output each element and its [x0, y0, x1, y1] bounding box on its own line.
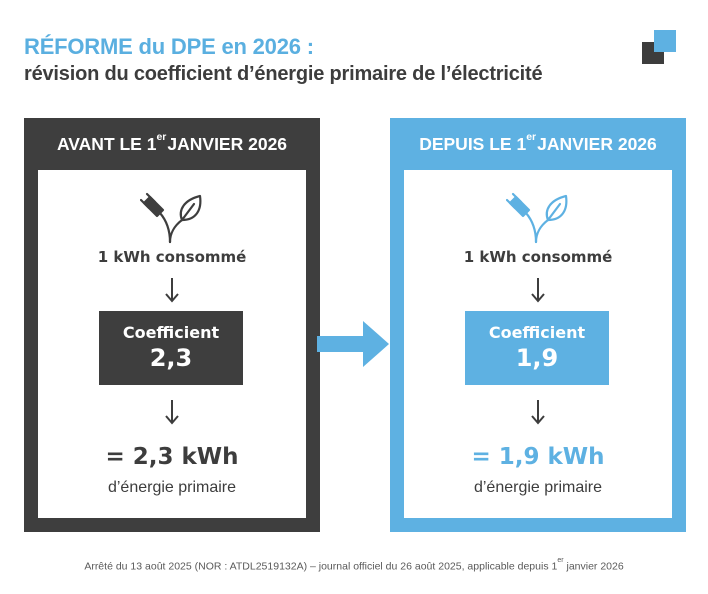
panel-before-body: 1 kWh consommé Coefficient 2,3 = 2,3 kWh… [38, 170, 306, 518]
coefficient-box: Coefficient 1,9 [465, 311, 609, 385]
coefficient-label: Coefficient [488, 323, 586, 342]
arrow-down-icon [165, 278, 179, 303]
panel-before-header: AVANT LE 1 er JANVIER 2026 [24, 118, 320, 170]
consumed-label: 1 kWh consommé [97, 248, 247, 266]
primary-energy-result: = 2,3 kWh [105, 444, 239, 470]
coefficient-label: Coefficient [122, 323, 220, 342]
arrow-down-icon [531, 400, 545, 425]
arrow-down-icon [165, 400, 179, 425]
panel-after: DEPUIS LE 1 er JANVIER 2026 1 kWh consomm… [390, 118, 686, 532]
page-title: RÉFORME du DPE en 2026 : [24, 34, 314, 59]
coefficient-value: 2,3 [149, 344, 193, 372]
plug-leaf-icon [506, 192, 568, 244]
footnote-suffix: janvier 2026 [563, 560, 624, 573]
footnote-prefix: Arrêté du 13 août 2025 (NOR : ATDL251913… [84, 560, 558, 573]
consumed-label: 1 kWh consommé [463, 248, 613, 266]
plug-leaf-icon [140, 192, 202, 244]
panel-after-header-sup: er [526, 131, 537, 143]
coefficient-value: 1,9 [515, 344, 559, 372]
panel-after-header-prefix: DEPUIS LE 1 [419, 133, 527, 154]
panel-before-header-suffix: JANVIER 2026 [167, 133, 288, 154]
panel-before: AVANT LE 1 er JANVIER 2026 1 kWh consommé… [24, 118, 320, 532]
primary-energy-label: d’énergie primaire [473, 479, 603, 496]
brand-logo-icon [642, 30, 676, 64]
panel-after-header: DEPUIS LE 1 er JANVIER 2026 [390, 118, 686, 170]
arrow-down-icon [531, 278, 545, 303]
primary-energy-result: = 1,9 kWh [471, 444, 605, 470]
panel-after-header-suffix: JANVIER 2026 [537, 133, 657, 154]
page-subtitle: révision du coefficient d’énergie primai… [24, 63, 543, 85]
panel-before-header-sup: er [156, 131, 167, 143]
arrow-right-icon [317, 321, 389, 367]
panel-after-body: 1 kWh consommé Coefficient 1,9 = 1,9 kWh… [404, 170, 672, 518]
panel-before-header-prefix: AVANT LE 1 [56, 133, 157, 154]
footnote-sup: er [557, 557, 564, 564]
coefficient-box: Coefficient 2,3 [99, 311, 243, 385]
primary-energy-label: d’énergie primaire [107, 479, 237, 496]
footnote: Arrêté du 13 août 2025 (NOR : ATDL251913… [0, 557, 708, 573]
